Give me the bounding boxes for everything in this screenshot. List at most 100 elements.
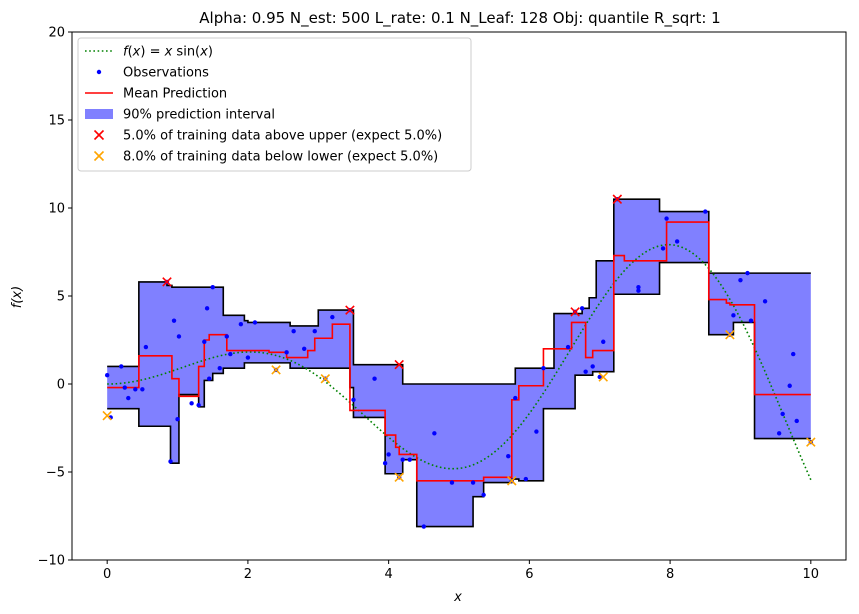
observation-point	[168, 459, 173, 464]
observation-point	[601, 339, 606, 344]
below-lower-marker-stroke	[320, 373, 331, 384]
above-upper-marker	[345, 305, 355, 315]
observation-point	[175, 417, 180, 422]
legend-label-part: x	[199, 45, 208, 60]
observation-point	[674, 239, 680, 244]
legend-entry: 8.0% of training data below lower (expec…	[93, 150, 438, 165]
observation-point	[291, 329, 296, 334]
legend-label-part: x	[132, 45, 141, 60]
observation-point	[133, 387, 138, 392]
observation-point	[284, 350, 289, 355]
observation-point	[104, 373, 110, 378]
mean-prediction-line	[107, 221, 811, 482]
observation-point	[449, 480, 455, 485]
observation-point	[421, 524, 427, 529]
above-upper-marker-stroke	[394, 359, 404, 370]
plot-content	[102, 194, 816, 529]
legend-entry: f(x) = x sin(x)	[85, 45, 213, 60]
below-lower-marker	[271, 365, 281, 375]
above-upper-marker	[394, 359, 404, 370]
y-tick-label: 10	[48, 202, 65, 217]
below-lower-marker	[725, 329, 735, 340]
y-tick-label: 15	[48, 114, 65, 129]
observation-point	[351, 397, 356, 403]
observation-point	[738, 277, 743, 283]
observation-point	[776, 431, 782, 436]
observation-point	[745, 270, 750, 276]
observation-point	[207, 376, 212, 381]
legend-handle-observations	[96, 69, 102, 75]
observation-point	[210, 285, 215, 290]
observation-point	[302, 346, 307, 351]
below-lower-marker	[394, 472, 404, 483]
legend-handle-x-marker-stroke	[93, 129, 105, 141]
observation-point	[312, 329, 317, 334]
upper-bound-line	[107, 198, 811, 385]
observation-point	[731, 313, 736, 318]
observation-point	[196, 402, 201, 408]
observation-point	[204, 306, 210, 311]
observation-point	[238, 321, 244, 327]
x-tick-label: 4	[384, 567, 392, 582]
observation-point	[143, 344, 149, 350]
legend-label-part: ) =	[140, 45, 164, 60]
observation-point	[590, 364, 595, 369]
true-function-line	[107, 243, 812, 481]
legend: f(x) = x sin(x) Observations Mean Predicti…	[77, 37, 472, 172]
observation-point	[330, 314, 335, 320]
observation-point	[583, 369, 588, 374]
observation-point	[217, 365, 222, 371]
legend-label-part: x	[164, 45, 173, 60]
below-lower-marker-stroke	[271, 365, 281, 375]
above-upper-marker-stroke	[570, 307, 580, 317]
observation-point	[252, 320, 258, 325]
observation-point	[202, 339, 207, 344]
above-upper-marker-stroke	[345, 305, 355, 315]
y-tick-label: 0	[57, 378, 65, 393]
observation-point	[224, 334, 229, 339]
observation-point	[189, 401, 194, 406]
legend-label: 8.0% of training data below lower (expec…	[123, 150, 438, 165]
observation-point	[481, 492, 486, 498]
y-axis-label: f(x)	[10, 286, 25, 308]
observation-point	[140, 387, 145, 392]
plot-area	[102, 194, 816, 529]
legend-entry: 5.0% of training data above upper (expec…	[93, 129, 442, 144]
observation-point	[791, 351, 796, 357]
x-tick-label: 0	[103, 567, 111, 582]
observation-point	[664, 216, 669, 221]
legend-entry: Observations	[96, 66, 209, 81]
below-lower-marker	[806, 437, 816, 447]
legend-label-part: (	[128, 45, 133, 60]
observation-point	[523, 476, 529, 482]
observation-point	[762, 299, 768, 304]
observation-point	[506, 453, 511, 459]
below-lower-marker-stroke	[102, 410, 112, 421]
observation-point	[636, 285, 641, 290]
legend-handle-interval	[85, 109, 113, 119]
observation-point	[386, 452, 391, 457]
observation-point	[372, 376, 377, 381]
observation-point	[565, 344, 571, 350]
legend-label: 5.0% of training data above upper (expec…	[123, 129, 442, 144]
below-lower-marker-stroke	[806, 437, 816, 447]
legend-entry: Mean Prediction	[85, 87, 227, 102]
y-tick-label: 20	[48, 26, 65, 41]
observation-point	[794, 418, 799, 424]
below-lower-marker-stroke	[725, 329, 735, 340]
legend-handle-x-marker-stroke	[93, 150, 105, 162]
observation-point	[245, 355, 251, 360]
above-upper-marker	[570, 307, 580, 317]
observation-point	[171, 318, 177, 323]
observation-point	[513, 395, 518, 401]
observation-point	[176, 334, 182, 339]
observation-point	[407, 457, 412, 462]
observation-point	[597, 374, 602, 380]
below-lower-marker-stroke	[507, 476, 517, 486]
legend-label: f(x) = x sin(x)	[123, 45, 213, 60]
chart-title: Alpha: 0.95 N_est: 500 L_rate: 0.1 N_Lea…	[199, 9, 720, 28]
legend-label-part: f	[123, 45, 130, 60]
legend-label-part: )	[208, 45, 213, 60]
observation-point	[748, 318, 754, 323]
